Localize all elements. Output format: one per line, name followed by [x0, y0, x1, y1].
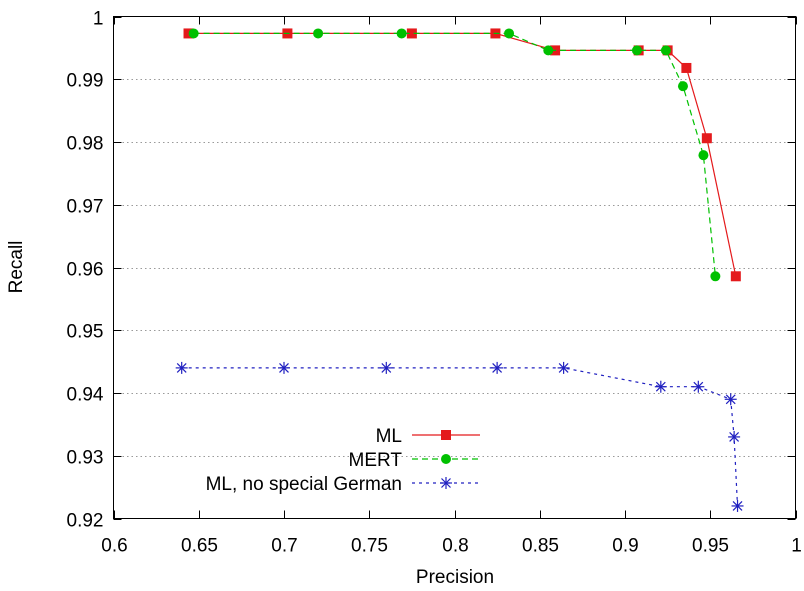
data-point-ml: [681, 62, 692, 73]
series-mert: [188, 28, 721, 282]
legend-label: ML: [376, 426, 402, 447]
y-tick-label: 1: [93, 9, 104, 30]
data-point-ml: [406, 28, 417, 39]
data-point-ml: [730, 271, 741, 282]
data-point-mert: [677, 81, 688, 92]
axis-ticks: 0.92 0.93 0.94 0.95 0.96 0.97 0.98 0.99 1 0.6 0.65…: [67, 9, 802, 557]
data-point-ml-no-special-german: [654, 380, 667, 393]
series-line-mert: [193, 32, 716, 277]
data-point-ml: [701, 133, 712, 144]
legend: ML MERT ML, no special German: [206, 426, 480, 495]
legend-marker: [440, 477, 452, 489]
y-tick-label: 0.98: [67, 134, 104, 155]
data-point-mert: [313, 28, 324, 39]
x-tick-label: 0.8: [442, 536, 468, 557]
y-tick-label: 0.94: [67, 385, 104, 406]
x-tick-label: 0.7: [271, 536, 297, 557]
data-point-mert: [504, 28, 515, 39]
data-point-ml-no-special-german: [731, 499, 744, 512]
legend-marker: [441, 430, 451, 440]
data-point-ml-no-special-german: [278, 361, 290, 374]
y-tick-label: 0.99: [67, 71, 104, 92]
data-point-mert: [631, 45, 642, 56]
legend-marker: [441, 454, 451, 464]
data-point-ml-no-special-german: [557, 361, 570, 374]
y-tick-label: 0.92: [67, 511, 104, 532]
x-tick-label: 0.85: [522, 536, 559, 557]
y-axis-label: Recall: [6, 241, 27, 294]
data-point-mert: [188, 28, 199, 39]
x-axis-label: Precision: [416, 567, 494, 588]
data-point-ml-no-special-german: [692, 380, 705, 393]
y-tick-label: 0.95: [67, 322, 104, 343]
y-tick-label: 0.96: [67, 260, 104, 281]
grid: [113, 79, 796, 457]
x-tick-label: 0.75: [351, 536, 388, 557]
x-tick-label: 0.65: [181, 536, 218, 557]
data-point-ml-no-special-german: [724, 393, 737, 406]
plot-frame: [113, 16, 796, 519]
x-tick-label: 1: [791, 536, 802, 557]
series-layer: [175, 28, 744, 512]
data-point-mert: [710, 271, 721, 282]
data-point-mert: [698, 150, 709, 161]
data-point-ml-no-special-german: [728, 430, 741, 443]
x-tick-label: 0.95: [692, 536, 729, 557]
series-ml: [183, 28, 741, 282]
data-point-ml: [183, 28, 194, 39]
data-point-ml-no-special-german: [175, 361, 188, 374]
y-tick-label: 0.93: [67, 448, 104, 469]
data-point-mert: [543, 45, 554, 56]
data-point-ml-no-special-german: [380, 361, 393, 374]
data-point-mert: [396, 28, 407, 39]
x-tick-label: 0.9: [612, 536, 638, 557]
data-point-ml-no-special-german: [491, 361, 504, 374]
y-tick-label: 0.97: [67, 197, 104, 218]
legend-label: MERT: [349, 450, 403, 471]
series-ml-no-special-german: [175, 361, 744, 512]
x-tick-label: 0.6: [101, 536, 127, 557]
legend-label: ML, no special German: [206, 474, 402, 495]
series-line-ml: [188, 32, 737, 277]
data-point-mert: [660, 45, 671, 56]
